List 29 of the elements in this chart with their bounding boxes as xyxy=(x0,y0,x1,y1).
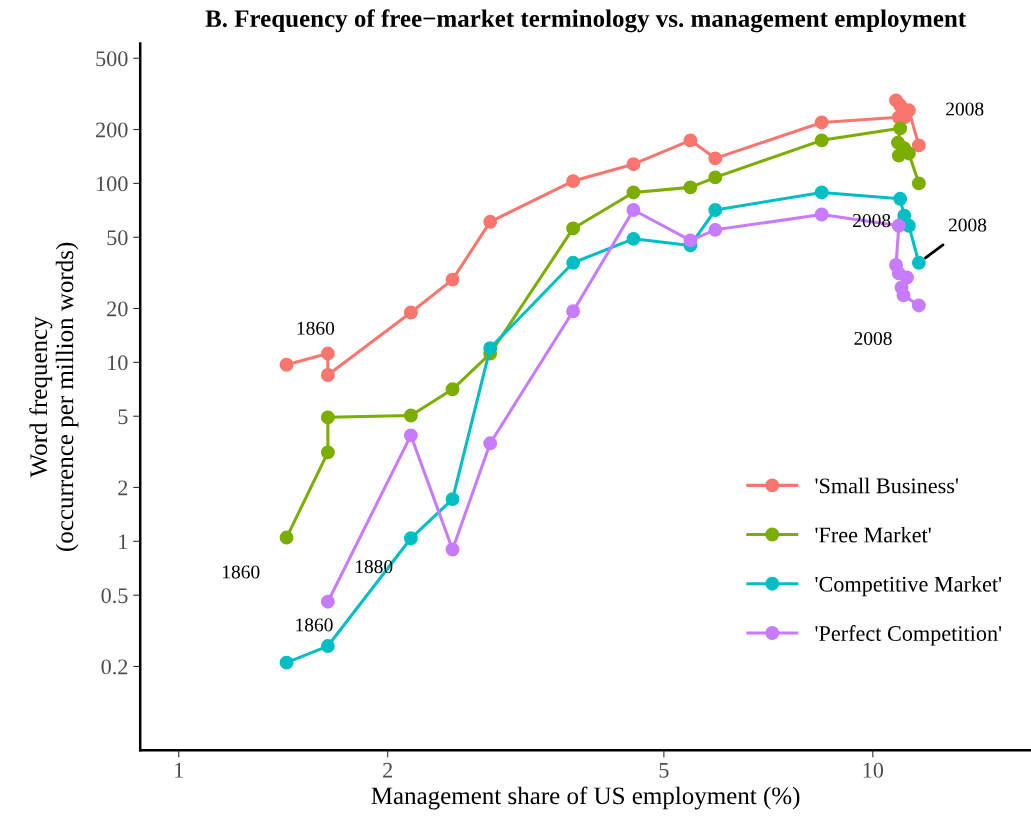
chart-title: B. Frequency of free−market terminology vs. management employment xyxy=(205,9,967,33)
x-tick-label: 1 xyxy=(175,762,183,778)
legend-label: 'Perfect Competition' xyxy=(815,625,1002,646)
y-tick-label: 0.2 xyxy=(101,659,128,675)
x-axis-title: Management share of US employment (%) xyxy=(371,786,800,810)
legend-label: 'Free Market' xyxy=(815,526,931,543)
annotation: 2008 xyxy=(854,331,892,346)
annotation: 2008 xyxy=(853,214,891,228)
y-tick-label: 10 xyxy=(108,355,128,371)
y-tick-label: 50 xyxy=(107,230,128,246)
y-axis-title: Word frequency (occurrence per million words) xyxy=(29,242,79,551)
annotation: 2008 xyxy=(948,218,987,232)
legend-label: 'Competitive Market' xyxy=(815,576,1002,597)
y-tick-label: 500 xyxy=(96,51,128,67)
y-tick-label: 200 xyxy=(96,122,128,138)
y-tick-label: 1 xyxy=(119,534,128,550)
x-tick-label: 2 xyxy=(383,762,393,778)
y-tick-label: 100 xyxy=(97,176,128,192)
y-tick-label: 20 xyxy=(107,301,128,317)
y-tick-label: 2 xyxy=(118,480,128,496)
y-tick-label: 5 xyxy=(118,409,128,425)
annotation: 1860 xyxy=(296,618,333,632)
annotation: 2008 xyxy=(946,102,984,116)
x-tick-label: 5 xyxy=(659,762,669,778)
y-tick-label: 0.5 xyxy=(101,588,128,604)
x-tick-label: 10 xyxy=(863,762,884,778)
annotation: 1860 xyxy=(223,565,260,579)
legend-label: 'Small Business' xyxy=(815,477,958,494)
annotation: 1860 xyxy=(297,321,335,335)
